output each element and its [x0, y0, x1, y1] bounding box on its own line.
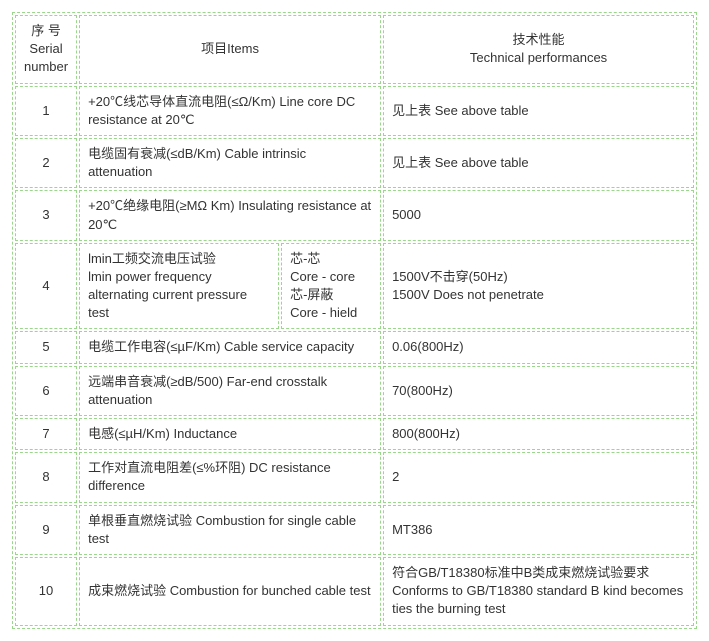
- cell-items: +20℃绝缘电阻(≥MΩ Km) Insulating resistance a…: [79, 190, 381, 240]
- cell-tech: 2: [383, 452, 694, 502]
- table-row: 8 工作对直流电阻差(≤%环阻) DC resistance differenc…: [15, 452, 694, 502]
- cell-serial: 4: [15, 243, 77, 330]
- cell-tech: MT386: [383, 505, 694, 555]
- cell-serial: 8: [15, 452, 77, 502]
- header-items: 项目Items: [79, 15, 381, 84]
- cell-tech: 见上表 See above table: [383, 138, 694, 188]
- cell-items: lmin工频交流电压试验lmin power frequency alterna…: [79, 243, 279, 330]
- cell-items: +20℃线芯导体直流电阻(≤Ω/Km) Line core DC resista…: [79, 86, 381, 136]
- cell-serial: 2: [15, 138, 77, 188]
- table-row: 1 +20℃线芯导体直流电阻(≤Ω/Km) Line core DC resis…: [15, 86, 694, 136]
- cell-tech: 5000: [383, 190, 694, 240]
- cell-tech: 0.06(800Hz): [383, 331, 694, 363]
- header-serial: 序 号Serial number: [15, 15, 77, 84]
- cell-serial: 9: [15, 505, 77, 555]
- cell-items: 单根垂直燃烧试验 Combustion for single cable tes…: [79, 505, 381, 555]
- header-tech: 技术性能Technical performances: [383, 15, 694, 84]
- header-row: 序 号Serial number 项目Items 技术性能Technical p…: [15, 15, 694, 84]
- cell-items: 成束燃烧试验 Combustion for bunched cable test: [79, 557, 381, 626]
- cell-sub: 芯-芯Core - core芯-屏蔽Core - hield: [281, 243, 381, 330]
- table-row: 4 lmin工频交流电压试验lmin power frequency alter…: [15, 243, 694, 330]
- table-row: 5 电缆工作电容(≤µF/Km) Cable service capacity …: [15, 331, 694, 363]
- cell-items: 远端串音衰减(≥dB/500) Far-end crosstalk attenu…: [79, 366, 381, 416]
- cell-serial: 5: [15, 331, 77, 363]
- cell-tech: 1500V不击穿(50Hz)1500V Does not penetrate: [383, 243, 694, 330]
- cell-serial: 6: [15, 366, 77, 416]
- cell-items: 电感(≤µH/Km) Inductance: [79, 418, 381, 450]
- table-row: 3 +20℃绝缘电阻(≥MΩ Km) Insulating resistance…: [15, 190, 694, 240]
- cell-tech: 800(800Hz): [383, 418, 694, 450]
- table-row: 2 电缆固有衰减(≤dB/Km) Cable intrinsic attenua…: [15, 138, 694, 188]
- cell-serial: 3: [15, 190, 77, 240]
- spec-table: 序 号Serial number 项目Items 技术性能Technical p…: [12, 12, 697, 629]
- cell-tech: 70(800Hz): [383, 366, 694, 416]
- cell-items: 电缆固有衰减(≤dB/Km) Cable intrinsic attenuati…: [79, 138, 381, 188]
- table-row: 6 远端串音衰减(≥dB/500) Far-end crosstalk atte…: [15, 366, 694, 416]
- table-row: 9 单根垂直燃烧试验 Combustion for single cable t…: [15, 505, 694, 555]
- cell-items: 工作对直流电阻差(≤%环阻) DC resistance difference: [79, 452, 381, 502]
- cell-items: 电缆工作电容(≤µF/Km) Cable service capacity: [79, 331, 381, 363]
- table-row: 10 成束燃烧试验 Combustion for bunched cable t…: [15, 557, 694, 626]
- cell-serial: 1: [15, 86, 77, 136]
- cell-tech: 见上表 See above table: [383, 86, 694, 136]
- cell-serial: 7: [15, 418, 77, 450]
- table-row: 7 电感(≤µH/Km) Inductance 800(800Hz): [15, 418, 694, 450]
- cell-serial: 10: [15, 557, 77, 626]
- cell-tech: 符合GB/T18380标准中B类成束燃烧试验要求 Conforms to GB/…: [383, 557, 694, 626]
